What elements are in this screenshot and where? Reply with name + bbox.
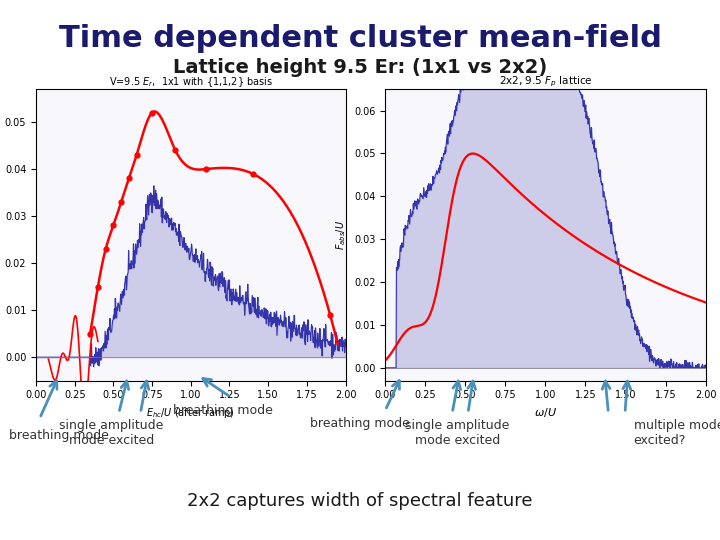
X-axis label: $\omega/U$: $\omega/U$ bbox=[534, 406, 557, 419]
Text: Time dependent cluster mean-field: Time dependent cluster mean-field bbox=[58, 24, 662, 53]
Text: multiple modes
excited?: multiple modes excited? bbox=[634, 418, 720, 447]
Text: single amplitude
mode excited: single amplitude mode excited bbox=[405, 418, 509, 447]
Text: breathing mode: breathing mode bbox=[9, 429, 109, 442]
Title: V=9.5 $E_r$,  1x1 with {1,1,2} basis: V=9.5 $E_r$, 1x1 with {1,1,2} basis bbox=[109, 75, 273, 89]
X-axis label: $E_{hc}/U$ (after ramp): $E_{hc}/U$ (after ramp) bbox=[146, 406, 235, 420]
Text: breathing mode: breathing mode bbox=[310, 417, 410, 430]
Text: single amplitude
mode excited: single amplitude mode excited bbox=[60, 418, 163, 447]
Y-axis label: $F_{abs}/U$: $F_{abs}/U$ bbox=[335, 220, 348, 250]
Text: breathing mode: breathing mode bbox=[174, 404, 273, 417]
Text: Lattice height 9.5 Er: (1x1 vs 2x2): Lattice height 9.5 Er: (1x1 vs 2x2) bbox=[173, 58, 547, 77]
Title: 2x2, 9.5 $F_p$ lattice: 2x2, 9.5 $F_p$ lattice bbox=[498, 75, 593, 89]
Text: 2x2 captures width of spectral feature: 2x2 captures width of spectral feature bbox=[187, 492, 533, 510]
